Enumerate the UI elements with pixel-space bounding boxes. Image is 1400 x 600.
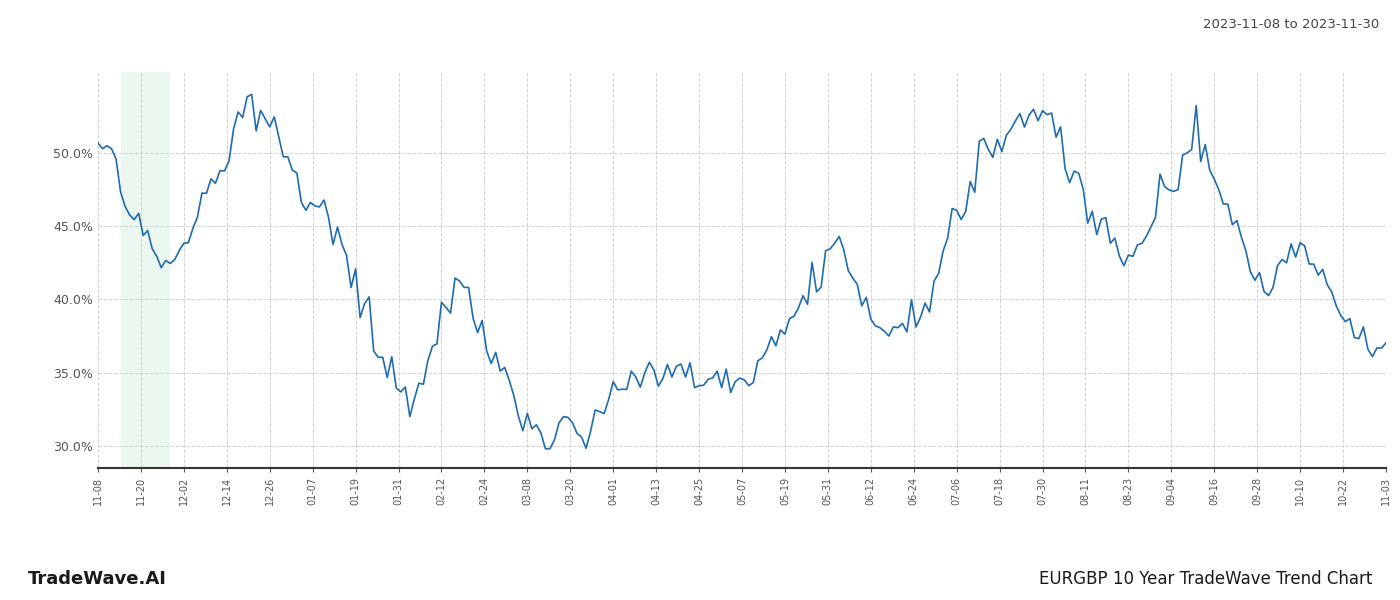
Text: TradeWave.AI: TradeWave.AI (28, 570, 167, 588)
Bar (120, 72, 171, 468)
Text: EURGBP 10 Year TradeWave Trend Chart: EURGBP 10 Year TradeWave Trend Chart (1039, 570, 1372, 588)
Text: 2023-11-08 to 2023-11-30: 2023-11-08 to 2023-11-30 (1203, 18, 1379, 31)
